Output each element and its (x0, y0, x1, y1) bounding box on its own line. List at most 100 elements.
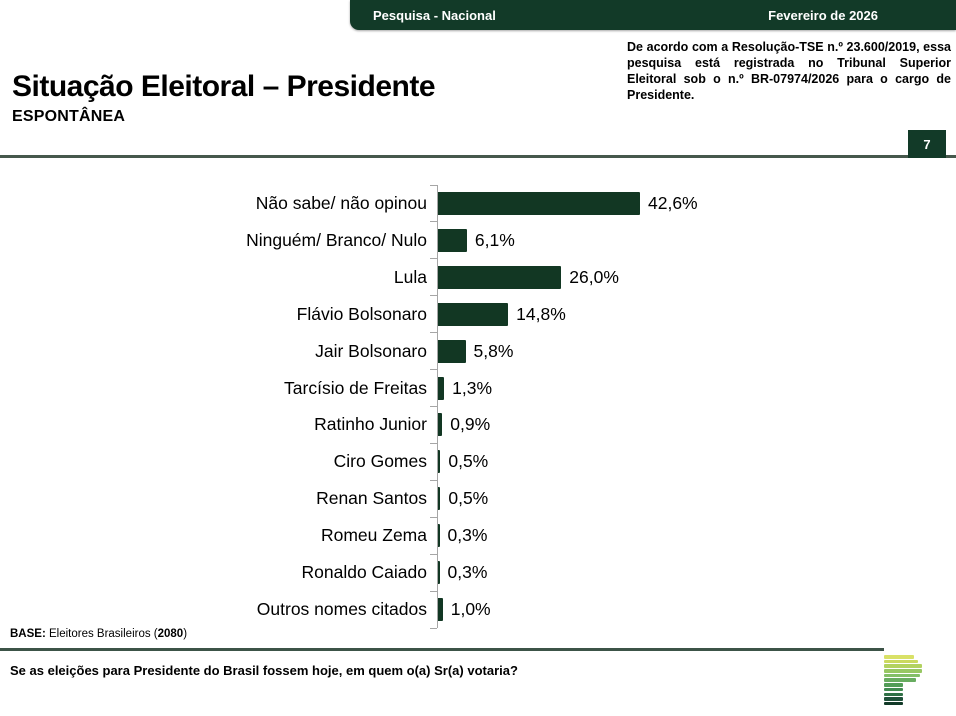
bar (438, 413, 443, 437)
bar (438, 524, 440, 548)
logo-bar (884, 687, 903, 692)
chart-row: Não sabe/ não opinou 42,6% (0, 185, 956, 222)
page-subtitle: ESPONTÂNEA (12, 108, 126, 125)
value-label: 0,3% (447, 525, 488, 546)
logo-bar (884, 678, 916, 683)
category-label: Ratinho Junior (314, 414, 427, 435)
bar-zone: 0,3% (438, 561, 488, 585)
value-label: 14,8% (516, 303, 566, 324)
footer-divider (0, 648, 884, 651)
page-number-badge: 7 (908, 130, 946, 158)
bar (438, 191, 640, 215)
title-block: Situação Eleitoral – Presidente ESPONTÂN… (12, 70, 436, 126)
axis-tick (430, 185, 437, 186)
base-close: ) (183, 628, 188, 640)
logo-bar (884, 669, 922, 673)
institute-logo (884, 655, 930, 707)
chart-row: Flávio Bolsonaro 14,8% (0, 296, 956, 333)
bar-zone: 0,3% (438, 524, 488, 548)
bar (438, 228, 467, 252)
category-label: Tarcísio de Freitas (284, 377, 427, 398)
bar (438, 302, 509, 326)
bar-zone: 26,0% (438, 265, 619, 289)
value-label: 0,9% (450, 414, 491, 435)
chart-axis (437, 185, 438, 628)
bar (438, 561, 440, 585)
category-label: Lula (393, 266, 427, 287)
survey-question: Se as eleições para Presidente do Brasil… (10, 663, 518, 678)
chart-row: Ciro Gomes 0,5% (0, 443, 956, 480)
base-population: Eleitores Brasileiros ( (45, 628, 158, 640)
chart-row: Jair Bolsonaro 5,8% (0, 333, 956, 370)
bar-zone: 5,8% (438, 339, 514, 363)
value-label: 0,3% (447, 562, 488, 583)
axis-tick (430, 295, 437, 297)
axis-tick (430, 590, 437, 592)
logo-bar (884, 655, 914, 659)
axis-tick (430, 516, 437, 518)
page-number: 7 (923, 136, 931, 152)
base-note: BASE: Eleitores Brasileiros (2080) (10, 628, 187, 640)
bar-zone: 0,5% (438, 450, 489, 474)
category-label: Romeu Zema (320, 525, 427, 546)
category-label: Renan Santos (316, 488, 427, 509)
axis-tick (430, 553, 437, 555)
chart-row: Tarcísio de Freitas 1,3% (0, 370, 956, 407)
logo-bar (884, 683, 903, 687)
bar (438, 598, 443, 622)
axis-tick (430, 221, 437, 223)
category-label: Jair Bolsonaro (315, 340, 427, 361)
value-label: 26,0% (569, 266, 619, 287)
logo-bar (884, 664, 922, 668)
bar (438, 265, 562, 289)
logo-bar (884, 673, 920, 678)
axis-tick (430, 442, 437, 444)
axis-tick (430, 627, 437, 629)
base-label: BASE: (10, 628, 46, 640)
bar (438, 450, 441, 474)
category-label: Não sabe/ não opinou (255, 192, 427, 213)
axis-tick (430, 332, 437, 334)
value-label: 5,8% (473, 340, 514, 361)
survey-scope-label: Pesquisa - Nacional (373, 7, 496, 23)
value-label: 1,0% (450, 599, 491, 620)
chart-row: Renan Santos 0,5% (0, 480, 956, 517)
bar-zone: 1,3% (438, 376, 492, 400)
bar-zone: 6,1% (438, 228, 515, 252)
bar-chart: Não sabe/ não opinou 42,6% Ninguém/ Branco… (0, 185, 956, 629)
logo-bar (884, 697, 903, 701)
bar-zone: 0,5% (438, 487, 488, 511)
chart-row: Romeu Zema 0,3% (0, 517, 956, 554)
header-divider (0, 155, 956, 158)
axis-tick (430, 479, 437, 481)
axis-tick (430, 258, 437, 260)
base-sample-size: 2080 (157, 628, 184, 640)
logo-bar (884, 701, 903, 706)
value-label: 0,5% (448, 451, 489, 472)
category-label: Outros nomes citados (256, 599, 427, 620)
value-label: 42,6% (648, 192, 698, 213)
survey-date-label: Fevereiro de 2026 (768, 7, 878, 23)
bar-zone: 1,0% (438, 598, 491, 622)
axis-tick (430, 406, 437, 408)
logo-bar (884, 659, 918, 664)
chart-row: Outros nomes citados 1,0% (0, 591, 956, 628)
chart-row: Ronaldo Caiado 0,3% (0, 554, 956, 591)
value-label: 6,1% (474, 229, 515, 250)
bar-zone: 0,9% (438, 413, 491, 437)
category-label: Ronaldo Caiado (301, 562, 427, 583)
page-title: Situação Eleitoral – Presidente (12, 70, 436, 103)
bar (438, 339, 466, 363)
tse-registration-notice: De acordo com a Resolução-TSE n.º 23.600… (627, 40, 951, 102)
bar-zone: 14,8% (438, 302, 566, 326)
axis-tick (430, 369, 437, 371)
logo-bar (884, 692, 903, 697)
chart-row: Ninguém/ Branco/ Nulo 6,1% (0, 222, 956, 259)
bar (438, 487, 441, 511)
category-label: Ciro Gomes (333, 451, 427, 472)
chart-row: Ratinho Junior 0,9% (0, 407, 956, 444)
category-label: Ninguém/ Branco/ Nulo (246, 229, 427, 250)
bar-zone: 42,6% (438, 191, 698, 215)
bar (438, 376, 445, 400)
